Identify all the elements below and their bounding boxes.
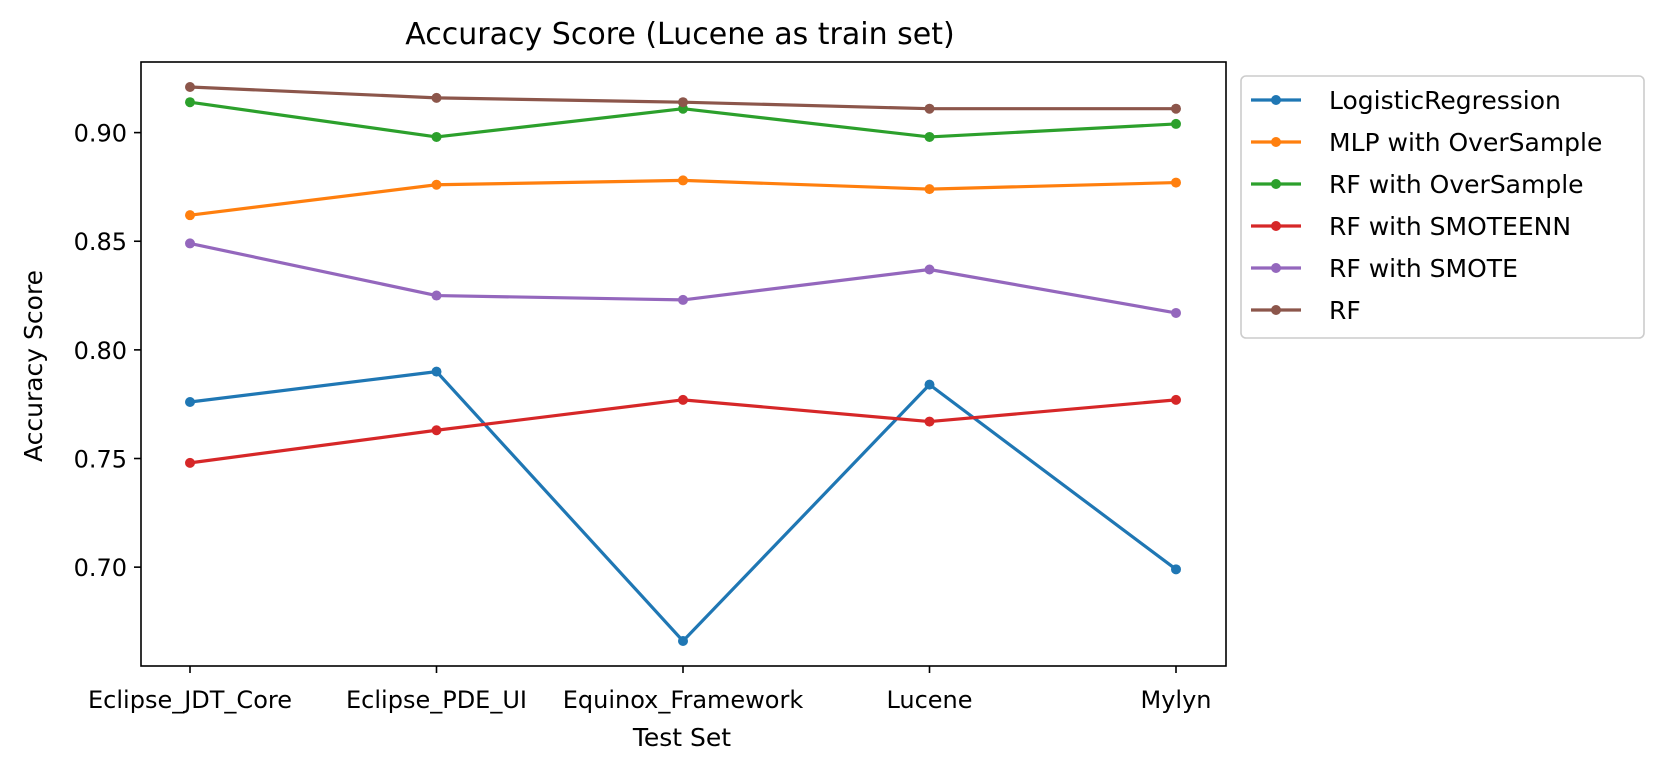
legend-swatch-marker: [1271, 263, 1281, 273]
data-point: [924, 131, 935, 142]
data-point: [1171, 177, 1181, 188]
y-tick-label: 0.80: [74, 337, 127, 365]
x-tick-label: Mylyn: [1141, 686, 1212, 714]
plot-frame: [140, 61, 1227, 667]
plot-area: 0.70 0.75 0.80 0.85 0.90 Eclipse_JDT_Core Ecli…: [74, 61, 1227, 714]
data-point: [431, 92, 442, 103]
legend: LogisticRegression MLP with OverSample RF …: [1240, 75, 1645, 339]
data-point: [185, 81, 195, 92]
data-point: [678, 394, 688, 405]
series-line: [189, 398, 1177, 465]
data-point: [1171, 307, 1181, 318]
data-point: [678, 636, 688, 647]
legend-box: [1240, 75, 1645, 339]
legend-label: RF with SMOTE: [1329, 254, 1518, 283]
legend-swatch-marker: [1271, 137, 1281, 147]
data-point: [431, 425, 442, 436]
x-axis-label: Test Set: [632, 723, 731, 752]
y-tick-label: 0.90: [74, 120, 127, 148]
y-tick-label: 0.70: [74, 554, 127, 582]
data-point: [185, 238, 195, 249]
x-tick-label: Equinox_Framework: [563, 686, 804, 714]
data-point: [431, 290, 442, 301]
data-point: [1171, 564, 1181, 575]
y-axis-label: Accuracy Score: [19, 270, 48, 462]
x-tick-label: Eclipse_PDE_UI: [346, 686, 527, 714]
legend-label: RF with SMOTEENN: [1329, 212, 1571, 241]
data-point: [431, 179, 442, 190]
data-point: [678, 97, 688, 108]
data-point: [678, 294, 688, 305]
data-point: [924, 264, 935, 275]
legend-label: LogisticRegression: [1329, 86, 1561, 115]
legend-swatch-marker: [1271, 221, 1281, 231]
data-point: [1171, 103, 1181, 114]
x-tick-label: Lucene: [886, 686, 972, 714]
legend-label: RF with OverSample: [1329, 170, 1584, 199]
legend-label: MLP with OverSample: [1329, 128, 1602, 157]
data-point: [185, 457, 195, 468]
legend-label: RF: [1329, 296, 1361, 325]
data-point: [431, 366, 442, 377]
data-point: [1171, 118, 1181, 129]
data-point: [924, 184, 935, 195]
data-point: [185, 397, 195, 408]
series-line: [189, 178, 1177, 217]
y-tick-label: 0.85: [74, 228, 127, 256]
legend-swatch-marker: [1271, 179, 1281, 189]
data-point: [678, 175, 688, 186]
y-tick-label: 0.75: [74, 446, 127, 474]
data-point: [185, 97, 195, 108]
x-tick-label: Eclipse_JDT_Core: [88, 686, 292, 714]
data-point: [924, 379, 935, 390]
data-point: [185, 210, 195, 221]
data-point: [924, 103, 935, 114]
legend-swatch-marker: [1271, 305, 1281, 315]
legend-swatch-marker: [1271, 95, 1281, 105]
data-point: [924, 416, 935, 427]
chart-title: Accuracy Score (Lucene as train set): [405, 17, 954, 52]
data-point: [1171, 394, 1181, 405]
data-point: [431, 131, 442, 142]
